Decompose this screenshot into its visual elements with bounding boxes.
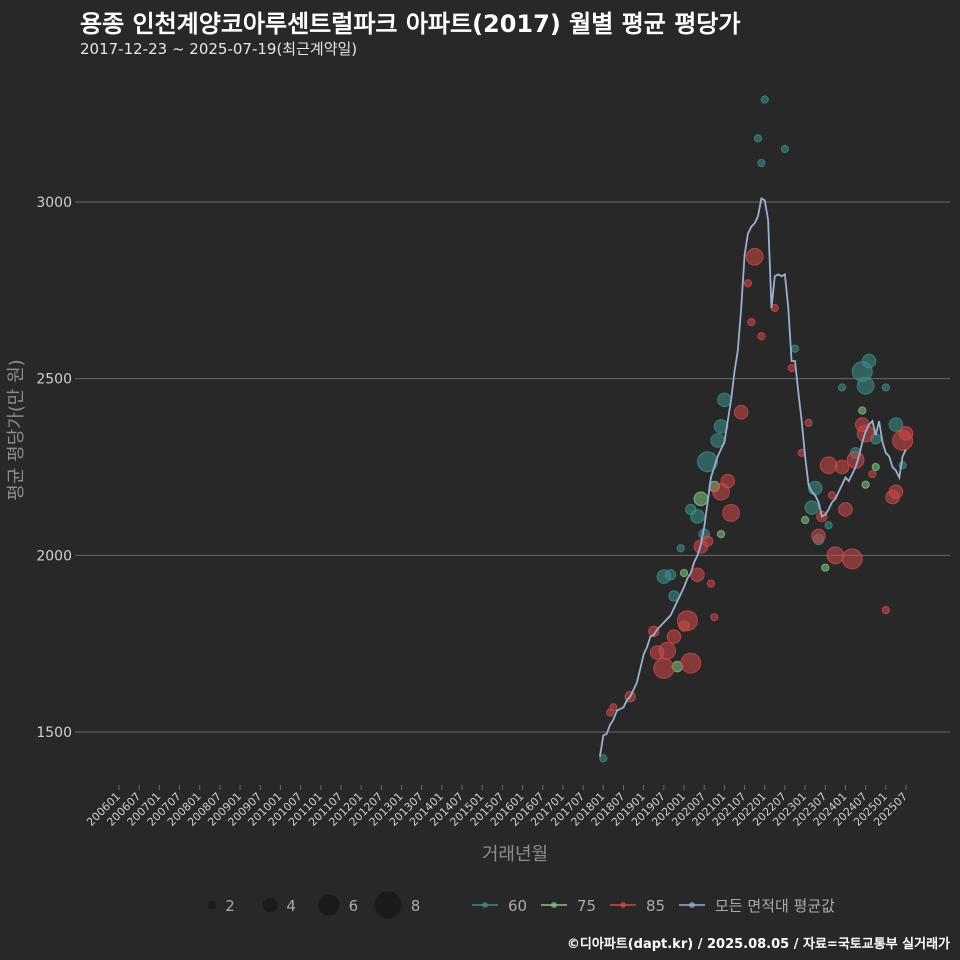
point-85 [888, 484, 904, 500]
point-85 [838, 502, 853, 517]
legend-series-label: 60 [508, 897, 527, 915]
point-60 [861, 353, 877, 369]
point-60 [599, 754, 608, 763]
point-85 [811, 528, 826, 544]
y-tick-label: 3000 [36, 195, 72, 211]
point-60 [856, 376, 875, 395]
point-85 [666, 629, 682, 644]
legend-size-label: 4 [286, 897, 296, 915]
point-75 [801, 515, 810, 525]
point-85 [819, 456, 838, 475]
legend-size-label: 8 [411, 897, 421, 915]
data-points [599, 95, 914, 763]
legend-point-swatch [482, 902, 488, 908]
legend-size-dot [318, 894, 340, 916]
point-85 [733, 404, 749, 420]
point-75 [871, 462, 880, 472]
point-75 [679, 568, 689, 578]
point-85 [787, 363, 796, 373]
point-85 [653, 657, 675, 679]
point-60 [780, 144, 790, 154]
legend: 2 4 6 8 60 75 85 모든 면적대 평균값 [207, 891, 835, 919]
point-85 [868, 469, 877, 479]
point-60 [753, 134, 763, 143]
legend-point-swatch [551, 902, 557, 908]
legend-series-label: 모든 면적대 평균값 [715, 897, 835, 915]
point-85 [747, 318, 756, 327]
y-tick-label: 2000 [36, 548, 72, 564]
grid-lines [80, 201, 950, 733]
point-85 [804, 418, 813, 427]
average-line [599, 197, 907, 757]
point-60 [697, 451, 719, 473]
point-85 [834, 459, 850, 475]
legend-size-label: 2 [225, 897, 235, 915]
y-tick-label: 1500 [36, 725, 72, 741]
legend-series-label: 85 [646, 897, 665, 915]
legend-size-dot [374, 891, 402, 919]
point-60 [713, 419, 729, 434]
point-85 [745, 247, 764, 266]
point-75 [693, 491, 709, 507]
point-60 [757, 159, 766, 168]
point-60 [837, 383, 847, 392]
point-60 [760, 95, 769, 104]
footer-credit: ©디아파트(dapt.kr) / 2025.08.05 / 자료=국토교통부 실… [566, 937, 950, 952]
legend-size-dot [262, 897, 278, 913]
point-60 [804, 500, 820, 515]
point-85 [658, 641, 677, 660]
point-60 [717, 392, 732, 408]
point-85 [720, 473, 736, 489]
point-60 [888, 417, 904, 432]
point-85 [826, 546, 845, 565]
legend-point-swatch [620, 902, 626, 908]
point-85 [676, 610, 698, 632]
chart-title: 용종 인천계양코아루센트럴파크 아파트(2017) 월별 평균 평당가 [80, 10, 741, 38]
y-axis-ticks: 1500 2000 2500 3000 [36, 195, 80, 741]
point-60 [690, 509, 705, 524]
point-60 [676, 544, 685, 553]
point-85 [898, 426, 914, 441]
point-85 [881, 606, 890, 615]
legend-size-dot [207, 900, 217, 910]
legend-size-label: 6 [349, 897, 359, 915]
legend-point-swatch [689, 902, 695, 908]
x-axis-ticks: 2006012006072007012007072008012008072009… [84, 785, 910, 829]
point-85 [706, 579, 716, 588]
point-60 [664, 569, 677, 581]
legend-series-label: 75 [577, 897, 596, 915]
point-75 [716, 530, 726, 539]
point-85 [710, 613, 719, 622]
y-axis-label: 평균 평당가(만 원) [6, 359, 27, 500]
point-85 [690, 567, 705, 583]
point-85 [841, 548, 863, 570]
point-85 [743, 279, 753, 288]
point-75 [858, 406, 867, 415]
point-85 [701, 535, 714, 547]
point-85 [648, 625, 660, 637]
point-75 [861, 480, 870, 489]
point-75 [821, 563, 830, 572]
point-85 [722, 504, 741, 522]
point-85 [757, 332, 766, 341]
point-85 [827, 491, 837, 500]
y-tick-label: 2500 [36, 372, 72, 388]
point-60 [881, 383, 890, 392]
point-60 [790, 344, 800, 353]
point-85 [609, 703, 618, 712]
x-axis-label: 거래년월 [482, 844, 548, 865]
chart-subtitle: 2017-12-23 ~ 2025-07-19(최근계약일) [80, 40, 358, 58]
point-60 [824, 521, 833, 530]
point-85 [680, 652, 702, 674]
average-line-group [599, 197, 907, 757]
